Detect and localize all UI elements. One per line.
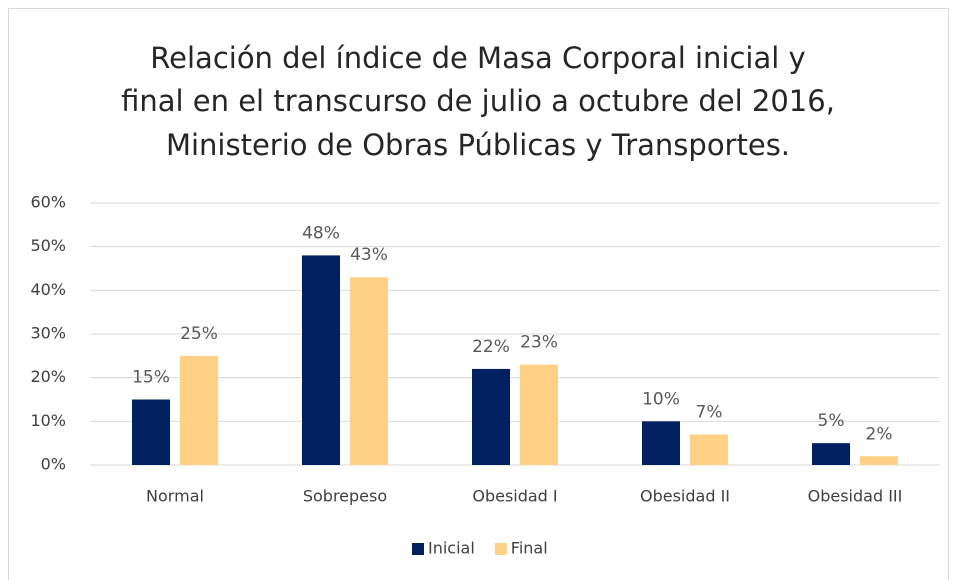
bar [350, 277, 388, 465]
y-tick-label: 30% [30, 324, 66, 343]
y-tick-label: 60% [30, 193, 66, 212]
bar [860, 456, 898, 465]
chart-title: Relación del índice de Masa Corporal ini… [150, 41, 805, 75]
bar [180, 355, 218, 465]
bar [302, 255, 340, 465]
chart-border [8, 8, 949, 580]
bar [642, 421, 680, 465]
data-label: 25% [180, 324, 218, 344]
x-tick-label: Obesidad I [472, 487, 557, 506]
y-tick-label: 20% [30, 367, 66, 386]
y-tick-label: 10% [30, 411, 66, 430]
bar [690, 434, 728, 465]
x-tick-label: Obesidad III [808, 487, 903, 506]
bar [520, 364, 558, 465]
y-tick-label: 0% [41, 455, 66, 474]
data-label: 48% [302, 223, 340, 243]
bar [132, 399, 170, 465]
y-tick-label: 40% [30, 280, 66, 299]
legend-label: Final [511, 539, 548, 558]
chart-title: Ministerio de Obras Públicas y Transport… [166, 128, 790, 162]
chart-title: final en el transcurso de julio a octubr… [121, 84, 835, 118]
x-tick-label: Obesidad II [640, 487, 730, 506]
x-tick-label: Normal [146, 487, 204, 506]
legend-swatch [494, 543, 507, 555]
data-label: 2% [866, 424, 893, 444]
y-tick-label: 50% [30, 236, 66, 255]
data-label: 7% [696, 402, 723, 422]
data-label: 5% [818, 411, 845, 431]
data-label: 15% [132, 368, 170, 388]
data-label: 22% [472, 337, 510, 357]
bar [812, 443, 850, 465]
data-label: 43% [350, 245, 388, 265]
x-tick-label: Sobrepeso [303, 487, 387, 506]
legend-swatch [412, 543, 424, 555]
data-label: 23% [520, 333, 558, 353]
legend-label: Inicial [428, 539, 475, 558]
data-label: 10% [642, 389, 680, 409]
bar [472, 368, 510, 465]
